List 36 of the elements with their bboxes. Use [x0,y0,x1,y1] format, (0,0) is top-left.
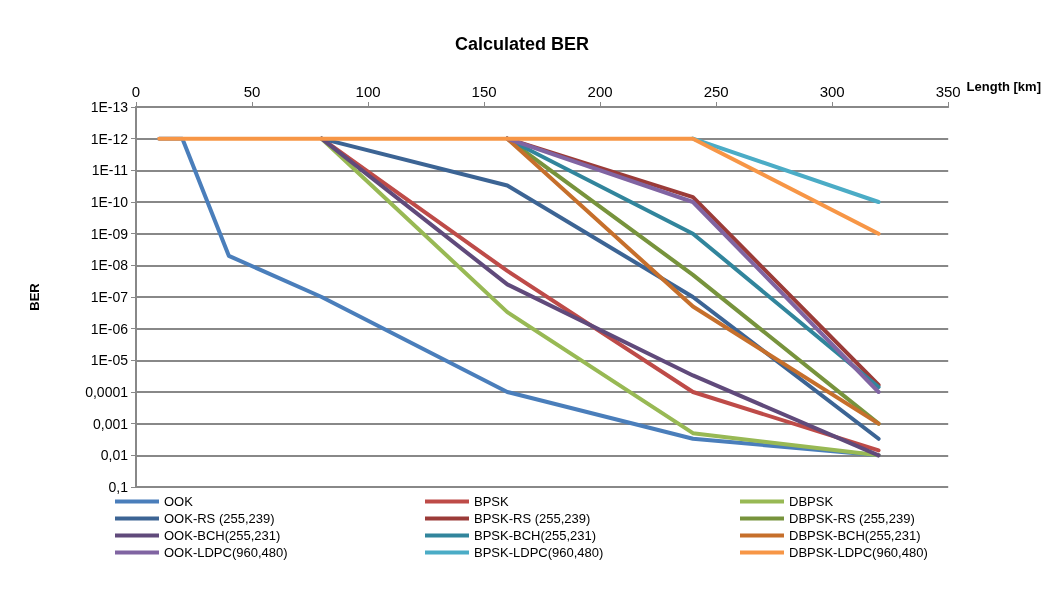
y-tick-label: 0,01 [100,447,129,464]
y-tick-label: 1E-11 [91,162,129,179]
legend-label: BPSK-LDPC(960,480) [474,545,604,560]
legend-label: OOK-LDPC(960,480) [164,545,288,560]
y-axis-title: BER [27,282,42,311]
legend-label: BPSK-BCH(255,231) [474,528,597,543]
x-tick-label: 100 [355,83,381,100]
legend-label: BPSK-RS (255,239) [474,511,591,526]
x-tick-label: 300 [819,83,845,100]
x-tick-label: 50 [243,83,261,100]
y-tick-label: 1E-06 [90,320,129,337]
y-tick-label: 1E-12 [90,130,129,147]
y-tick-label: 1E-09 [90,225,129,242]
x-tick-label: 150 [471,83,497,100]
x-tick-label: 250 [703,83,729,100]
y-tick-label: 1E-05 [90,352,129,369]
y-tick-label: 1E-08 [90,257,129,274]
y-tick-label: 0,1 [108,479,129,495]
legend-label: BPSK [474,494,510,509]
x-tick-label: 350 [935,83,961,100]
legend-label: OOK-RS (255,239) [164,511,275,526]
legend-label: OOK-BCH(255,231) [164,528,281,543]
chart-title: Calculated BER [454,34,590,54]
legend-label: OOK [164,494,194,509]
legend-label: DBPSK-BCH(255,231) [789,528,921,543]
x-tick-label: 0 [131,83,141,100]
y-tick-label: 1E-10 [90,194,129,210]
y-tick-label: 0,001 [92,415,129,432]
y-tick-label: 0,0001 [85,384,129,400]
x-axis-title: Length [km] [966,79,1041,94]
y-tick-label: 1E-13 [90,99,129,115]
legend-label: DBPSK-RS (255,239) [789,511,915,526]
legend-label: DBPSK [789,494,834,509]
y-tick-label: 1E-07 [90,289,129,305]
legend-label: DBPSK-LDPC(960,480) [789,545,928,560]
x-tick-label: 200 [587,83,613,100]
